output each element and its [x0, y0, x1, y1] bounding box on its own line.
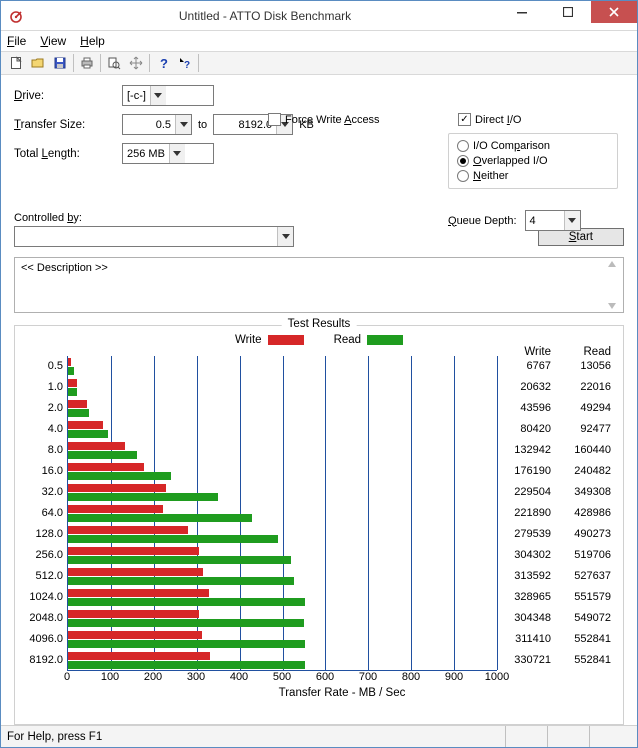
scroll-up-icon[interactable]	[606, 259, 618, 269]
close-button[interactable]	[591, 1, 637, 23]
controlled-by-select[interactable]	[14, 226, 294, 247]
io-comparison-radio[interactable]: I/O Comparison	[457, 140, 609, 152]
transfer-from-select[interactable]: 0.5	[122, 114, 192, 135]
read-bar	[68, 640, 305, 648]
write-col-header: Write	[497, 346, 557, 358]
scroll-down-icon[interactable]	[606, 301, 618, 311]
legend-read: Read	[334, 334, 404, 346]
read-bar	[68, 661, 305, 669]
scrollbar[interactable]	[606, 259, 622, 311]
write-bar	[68, 631, 202, 639]
read-bar	[68, 556, 291, 564]
write-bar	[68, 463, 144, 471]
total-length-label: Total Length:	[14, 148, 122, 160]
checkbox-icon: ✓	[458, 113, 471, 126]
app-icon	[9, 8, 25, 24]
write-bar	[68, 400, 87, 408]
read-bar	[68, 451, 137, 459]
menu-view[interactable]: View	[40, 34, 66, 48]
description-text: << Description >>	[21, 262, 108, 274]
read-bar	[68, 388, 77, 396]
write-bar	[68, 547, 199, 555]
overlapped-io-radio[interactable]: Overlapped I/O	[457, 155, 609, 167]
main-window: Untitled - ATTO Disk Benchmark File View…	[0, 0, 638, 748]
new-icon[interactable]	[5, 53, 27, 73]
force-write-checkbox[interactable]: Force Write Access	[268, 113, 380, 126]
statusbar: For Help, press F1	[1, 725, 637, 747]
checkbox-icon	[268, 113, 281, 126]
write-bar	[68, 505, 163, 513]
write-bar	[68, 379, 77, 387]
titlebar: Untitled - ATTO Disk Benchmark	[1, 1, 637, 31]
read-bar	[68, 472, 171, 480]
open-icon[interactable]	[27, 53, 49, 73]
total-length-select[interactable]: 256 MB	[122, 143, 214, 164]
write-bar	[68, 652, 210, 660]
read-bar	[68, 493, 218, 501]
print-icon[interactable]	[76, 53, 98, 73]
io-mode-group: I/O Comparison Overlapped I/O Neither	[448, 133, 618, 189]
status-cell	[547, 726, 589, 747]
write-values-column: 6767206324359680420132942176190229504221…	[497, 356, 557, 671]
queue-depth-row: Queue Depth: 4	[448, 210, 581, 231]
read-bar	[68, 535, 278, 543]
read-col-header: Read	[557, 346, 617, 358]
read-swatch	[367, 335, 403, 345]
status-cell	[589, 726, 631, 747]
to-label: to	[198, 119, 207, 131]
context-help-icon[interactable]: ?	[174, 53, 196, 73]
read-bar	[68, 514, 252, 522]
write-bar	[68, 358, 71, 366]
read-bar	[68, 409, 89, 417]
y-axis-labels: 0.51.02.04.08.016.032.064.0128.0256.0512…	[21, 356, 67, 671]
direct-io-checkbox[interactable]: ✓ Direct I/O	[458, 113, 521, 126]
queue-depth-select[interactable]: 4	[525, 210, 581, 231]
read-bar	[68, 577, 294, 585]
description-box[interactable]: << Description >>	[14, 257, 624, 313]
menu-file[interactable]: File	[7, 34, 26, 48]
window-title: Untitled - ATTO Disk Benchmark	[31, 9, 499, 23]
save-icon[interactable]	[49, 53, 71, 73]
status-cell	[505, 726, 547, 747]
drive-label: Drive:	[14, 90, 122, 102]
minimize-button[interactable]	[499, 1, 545, 23]
toolbar: ? ?	[1, 51, 637, 75]
write-bar	[68, 442, 125, 450]
write-bar	[68, 526, 188, 534]
read-bar	[68, 619, 304, 627]
x-axis-title: Transfer Rate - MB / Sec	[67, 687, 617, 699]
svg-text:?: ?	[160, 56, 168, 70]
transfer-size-label: Transfer Size:	[14, 119, 122, 131]
read-values-column: 1305622016492949247716044024048234930842…	[557, 356, 617, 671]
move-icon[interactable]	[125, 53, 147, 73]
drive-select[interactable]: [-c-]	[122, 85, 214, 106]
read-bar	[68, 430, 108, 438]
menu-help[interactable]: Help	[80, 34, 105, 48]
status-text: For Help, press F1	[7, 731, 102, 743]
preview-icon[interactable]	[103, 53, 125, 73]
svg-text:?: ?	[184, 60, 190, 70]
help-icon[interactable]: ?	[152, 53, 174, 73]
write-bar	[68, 568, 203, 576]
bar-chart	[67, 356, 497, 671]
write-bar	[68, 484, 166, 492]
x-axis-labels: 01002003004005006007008009001000	[67, 671, 497, 685]
neither-radio[interactable]: Neither	[457, 170, 609, 182]
write-bar	[68, 589, 209, 597]
write-bar	[68, 610, 199, 618]
legend-write: Write	[235, 334, 304, 346]
menubar: File View Help	[1, 31, 637, 51]
test-results-group: Test Results Write Read Write Read 0.51.…	[14, 325, 624, 725]
results-legend: Test Results	[282, 318, 357, 330]
maximize-button[interactable]	[545, 1, 591, 23]
read-bar	[68, 598, 305, 606]
write-bar	[68, 421, 103, 429]
write-swatch	[268, 335, 304, 345]
read-bar	[68, 367, 74, 375]
